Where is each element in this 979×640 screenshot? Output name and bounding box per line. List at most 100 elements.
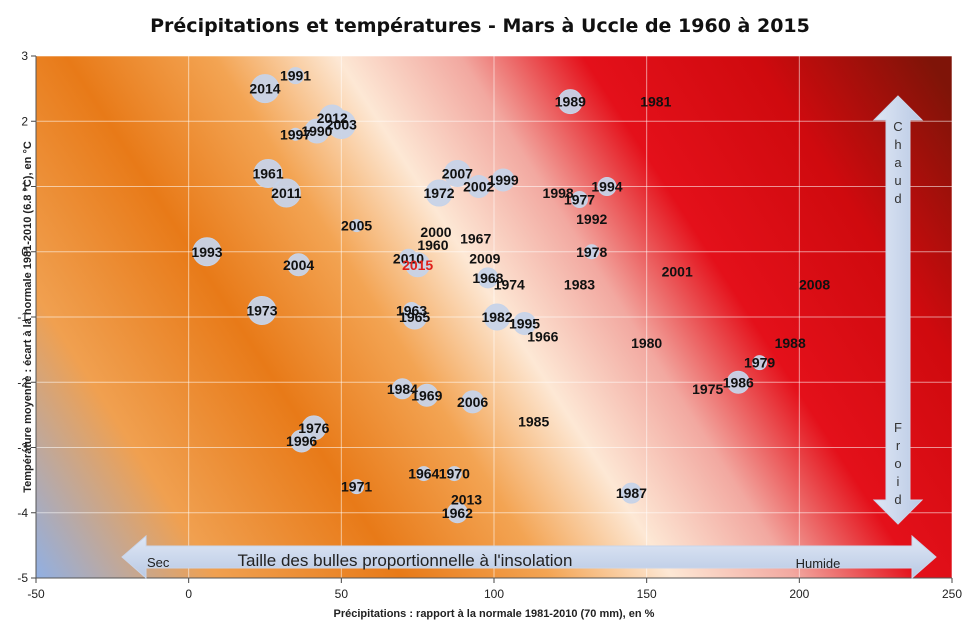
bubble-2014 — [250, 74, 280, 104]
bubble-1994 — [597, 177, 617, 196]
y-tick-label: 0 — [21, 245, 28, 259]
bubble-2002 — [467, 175, 491, 198]
arrow-label-humide: Humide — [796, 556, 841, 571]
bubble-1965 — [402, 304, 428, 330]
bubble-1970 — [446, 466, 462, 482]
point-label-2009: 2009 — [469, 250, 500, 266]
y-axis-label: Température moyenne : écart à la normale… — [22, 141, 34, 493]
point-label-1985: 1985 — [518, 413, 549, 429]
point-label-1962: 1962 — [442, 505, 473, 521]
bubble-1982 — [483, 303, 511, 331]
y-tick-label: -5 — [17, 571, 28, 585]
bubble-1977 — [570, 191, 588, 209]
vertical-letter: u — [894, 173, 901, 188]
bubble-1961 — [253, 158, 283, 188]
bubble-1995 — [513, 312, 537, 336]
bubble-1984 — [391, 378, 413, 400]
point-label-1991: 1991 — [280, 68, 311, 84]
y-tick-label: -4 — [17, 506, 28, 520]
bubble-1993 — [192, 237, 222, 267]
point-label-1999: 1999 — [488, 172, 519, 188]
y-tick-label: 3 — [21, 49, 28, 63]
bubble-1989 — [557, 89, 583, 115]
bubble-1987 — [620, 482, 642, 504]
axes — [31, 55, 953, 583]
arrow-label-sec: Sec — [147, 555, 170, 570]
bubble-2005 — [350, 219, 364, 233]
x-tick-label: 0 — [185, 587, 192, 601]
point-label-1986: 1986 — [723, 374, 754, 390]
point-label-1965: 1965 — [399, 309, 430, 325]
bubble-series — [192, 67, 768, 524]
bubble-1964 — [416, 466, 432, 482]
point-label-1995: 1995 — [509, 316, 540, 332]
point-label-1994: 1994 — [591, 179, 622, 195]
bubble-2006 — [461, 390, 485, 414]
point-label-1964: 1964 — [408, 466, 439, 482]
point-label-2002: 2002 — [463, 179, 494, 195]
bubble-1972 — [425, 179, 453, 207]
vertical-letter: i — [897, 474, 900, 489]
point-label-2013: 2013 — [451, 492, 482, 508]
point-label-1982: 1982 — [481, 309, 512, 325]
vertical-letter: o — [894, 456, 901, 471]
bubble-1999 — [491, 168, 515, 192]
point-label-1996: 1996 — [286, 433, 317, 449]
point-label-1966: 1966 — [527, 329, 558, 345]
bubble-1971 — [349, 479, 365, 495]
y-tick-label: 1 — [21, 180, 28, 194]
x-axis-label: Précipitations : rapport à la normale 19… — [334, 608, 655, 620]
point-label-1983: 1983 — [564, 276, 595, 292]
point-label-1980: 1980 — [631, 335, 662, 351]
tick-labels: -50 0 50 100 150 200 250 -5 -4 -3 -2 -1 0 1 2 3 — [17, 49, 962, 601]
point-label-1997: 1997 — [280, 126, 311, 142]
x-tick-label: 250 — [942, 587, 962, 601]
point-label-1993: 1993 — [191, 244, 222, 260]
point-label-1973: 1973 — [246, 302, 277, 318]
x-tick-label: -50 — [27, 587, 45, 601]
point-label-1979: 1979 — [744, 355, 775, 371]
point-label-1978: 1978 — [576, 244, 607, 260]
vertical-letter: d — [894, 492, 901, 507]
x-tick-label: 100 — [484, 587, 504, 601]
y-tick-label: 2 — [21, 114, 28, 128]
bubble-2007 — [443, 159, 471, 187]
point-label-1987: 1987 — [616, 485, 647, 501]
point-label-2006: 2006 — [457, 394, 488, 410]
y-tick-label: -2 — [17, 375, 28, 389]
point-label-2010: 2010 — [393, 250, 424, 266]
point-label-2007: 2007 — [442, 165, 473, 181]
y-tick-label: -3 — [17, 441, 28, 455]
bubble-1978 — [584, 244, 600, 260]
point-label-1967: 1967 — [460, 231, 491, 247]
point-label-1971: 1971 — [341, 479, 372, 495]
point-label-2001: 2001 — [662, 263, 693, 279]
x-tick-label: 150 — [637, 587, 657, 601]
point-label-1974: 1974 — [494, 276, 525, 292]
y-tick-label: -1 — [17, 310, 28, 324]
bubble-2011 — [271, 178, 301, 208]
annotation-arrows: Sec Taille des bulles proportionnelle à … — [121, 95, 937, 580]
point-label-1984: 1984 — [387, 381, 418, 397]
point-label-1970: 1970 — [439, 466, 470, 482]
point-label-1960: 1960 — [417, 237, 448, 253]
vertical-letter: C — [893, 119, 902, 134]
point-label-1972: 1972 — [423, 185, 454, 201]
bubble-1973 — [247, 295, 277, 325]
vertical-letter: h — [894, 137, 901, 152]
vertical-letter: F — [894, 420, 902, 435]
point-label-1981: 1981 — [640, 94, 671, 110]
point-label-2015: 2015 — [402, 257, 433, 273]
bubble-2015 — [405, 252, 431, 278]
point-label-1968: 1968 — [472, 270, 503, 286]
bubble-1996 — [290, 429, 314, 453]
point-label-1976: 1976 — [298, 420, 329, 436]
point-label-2000: 2000 — [420, 224, 451, 240]
bubble-1969 — [415, 383, 439, 407]
horizontal-double-arrow — [121, 534, 937, 580]
point-label-1961: 1961 — [252, 165, 283, 181]
x-tick-label: 50 — [335, 587, 349, 601]
